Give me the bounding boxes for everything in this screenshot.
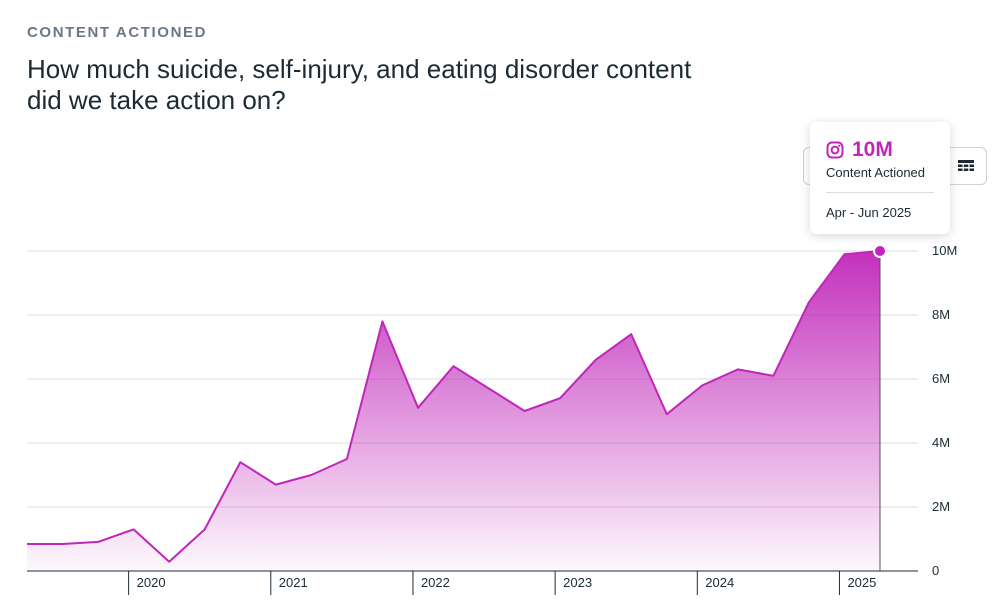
data-point[interactable] <box>94 538 102 546</box>
data-point[interactable] <box>414 404 422 412</box>
chart-eyebrow: CONTENT ACTIONED <box>27 24 208 41</box>
data-point[interactable] <box>272 481 280 489</box>
tooltip-metric: Content Actioned <box>826 165 926 180</box>
table-icon <box>958 160 974 171</box>
data-point[interactable] <box>769 372 777 380</box>
series-line <box>27 250 881 563</box>
y-tick-label: 10M <box>932 243 957 258</box>
chart-title: How much suicide, self-injury, and eatin… <box>27 54 692 115</box>
data-point[interactable] <box>236 458 244 466</box>
data-point[interactable] <box>841 250 849 258</box>
data-point[interactable] <box>805 298 813 306</box>
data-point[interactable] <box>23 540 31 548</box>
data-point[interactable] <box>627 330 635 338</box>
data-point[interactable] <box>592 356 600 364</box>
data-tooltip: 10M Content Actioned Apr - Jun 2025 <box>810 122 950 234</box>
data-point[interactable] <box>201 525 209 533</box>
y-tick-label: 2M <box>932 499 950 514</box>
table-view-button[interactable] <box>946 148 986 184</box>
data-point[interactable] <box>663 410 671 418</box>
data-point[interactable] <box>556 394 564 402</box>
y-tick-label: 0 <box>932 563 939 578</box>
y-tick-label: 6M <box>932 371 950 386</box>
x-axis: 2020 2021 2022 2023 2024 2025 <box>27 570 918 595</box>
x-tick-label: 2022 <box>421 575 450 590</box>
data-point[interactable] <box>343 455 351 463</box>
data-point[interactable] <box>521 407 529 415</box>
tooltip-divider <box>826 192 934 193</box>
highlight-layer <box>873 244 887 571</box>
data-point[interactable] <box>378 317 386 325</box>
data-point[interactable] <box>698 381 706 389</box>
x-tick-label: 2021 <box>279 575 308 590</box>
y-axis: 0 2M 4M 6M 8M 10M <box>932 243 957 578</box>
x-tick-label: 2020 <box>137 575 166 590</box>
tooltip-period: Apr - Jun 2025 <box>826 205 912 220</box>
x-tick-label: 2025 <box>847 575 876 590</box>
x-tick-label: 2024 <box>705 575 734 590</box>
data-point[interactable] <box>734 365 742 373</box>
data-point[interactable] <box>485 385 493 393</box>
data-point[interactable] <box>307 471 315 479</box>
y-tick-label: 4M <box>932 435 950 450</box>
area-fill <box>27 251 880 571</box>
highlight-point[interactable] <box>873 244 887 258</box>
data-point[interactable] <box>59 540 67 548</box>
y-tick-label: 8M <box>932 307 950 322</box>
x-tick-label: 2023 <box>563 575 592 590</box>
data-point[interactable] <box>450 362 458 370</box>
instagram-icon <box>826 141 844 159</box>
data-point[interactable] <box>130 525 138 533</box>
data-point[interactable] <box>165 558 173 566</box>
tooltip-value: 10M <box>852 138 893 161</box>
series-area <box>23 250 881 571</box>
